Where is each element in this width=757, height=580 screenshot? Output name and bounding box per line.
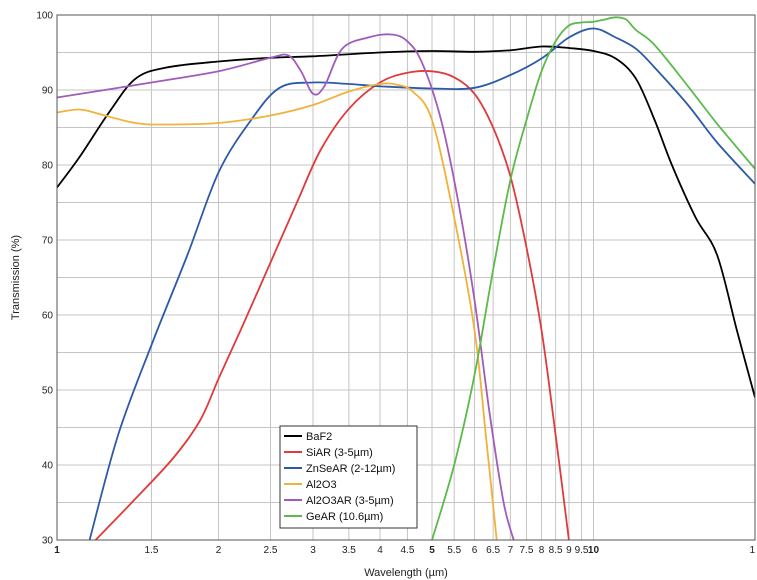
- legend-label: ZnSeAR (2-12µm): [306, 463, 395, 475]
- x-tick-label: 4: [377, 545, 383, 556]
- legend-label: SiAR (3-5µm): [306, 447, 373, 459]
- series-line-al2o3ar-3-5-m: [57, 33, 515, 540]
- x-tick-label: 8: [539, 545, 545, 556]
- x-tick-label: 10: [588, 545, 600, 556]
- grid: [56, 14, 756, 541]
- x-tick-label: 5: [429, 545, 435, 556]
- x-tick-label: 7.5: [520, 545, 534, 556]
- series-line-znsear-2-12-m: [88, 27, 755, 540]
- legend: BaF2 SiAR (3-5µm) ZnSeAR (2-12µm) Al2O3 Al2O…: [279, 425, 418, 529]
- x-tick-label: 9.5: [575, 545, 589, 556]
- y-tick-label: 50: [42, 386, 54, 397]
- x-tick-label: 2: [216, 545, 222, 556]
- series-line-al2o3: [57, 82, 498, 540]
- y-tick-label: 100: [36, 11, 53, 22]
- x-tick-label: 2.5: [264, 545, 278, 556]
- legend-label: GeAR (10.6µm): [306, 511, 383, 523]
- x-tick-label: 6.5: [486, 545, 500, 556]
- legend-label: Al2O3: [306, 479, 337, 491]
- x-tick-labels: 1 1.5 2 2.5 3 3.5 4 4.5 5 5.5 6 6.5 7 7.5 8 8.5 9 9.5 10 1: [54, 545, 755, 556]
- y-tick-label: 80: [42, 161, 54, 172]
- y-tick-labels: 30 40 50 60 70 80 90 100: [36, 11, 53, 547]
- legend-label: BaF2: [306, 431, 332, 443]
- x-axis-label: Wavelength (µm): [364, 567, 448, 579]
- y-tick-label: 90: [42, 86, 54, 97]
- x-tick-label: 8.5: [549, 545, 563, 556]
- x-tick-label: 5.5: [447, 545, 461, 556]
- y-axis-label: Transmission (%): [10, 235, 22, 320]
- x-tick-label: 3: [310, 545, 316, 556]
- legend-box: [279, 425, 418, 529]
- series-lines: [57, 16, 755, 540]
- x-tick-label: 1: [749, 545, 755, 556]
- x-tick-label: 1: [54, 545, 60, 556]
- x-tick-label: 6: [472, 545, 478, 556]
- plot-frame: [56, 14, 756, 541]
- x-tick-label: 9: [566, 545, 572, 556]
- x-tick-label: 4.5: [400, 545, 414, 556]
- x-tick-label: 7: [508, 545, 514, 556]
- y-tick-label: 70: [42, 236, 54, 247]
- y-tick-label: 30: [42, 536, 54, 547]
- y-tick-label: 60: [42, 311, 54, 322]
- x-tick-label: 3.5: [342, 545, 356, 556]
- legend-label: Al2O3AR (3-5µm): [306, 495, 394, 507]
- series-line-baf2: [57, 45, 755, 398]
- y-tick-label: 40: [42, 461, 54, 472]
- x-tick-label: 1.5: [145, 545, 159, 556]
- series-line-siar-3-5-m: [94, 70, 570, 540]
- series-line-gear-10-6-m: [431, 16, 755, 540]
